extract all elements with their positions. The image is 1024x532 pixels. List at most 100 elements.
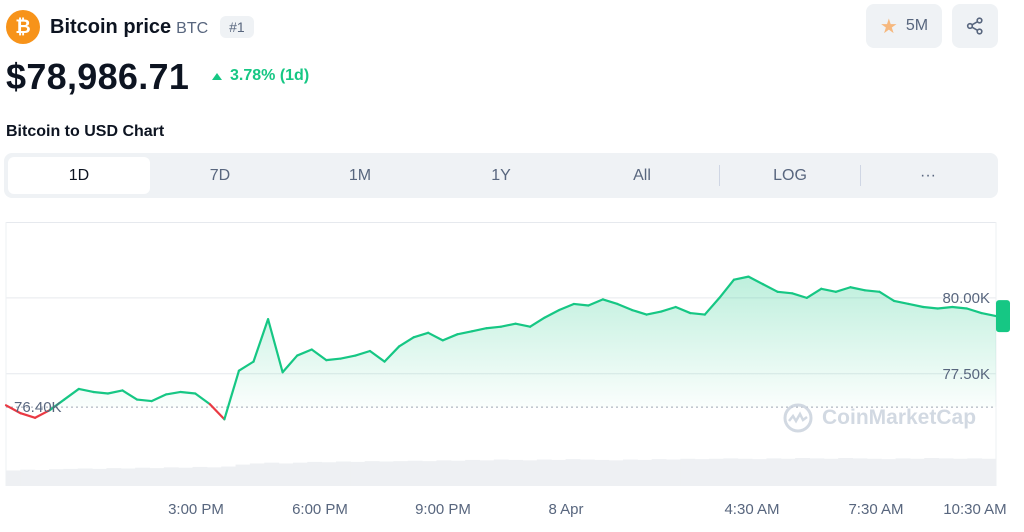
volume-bar (235, 464, 251, 486)
x-tick-label: 4:30 AM (724, 501, 779, 518)
tab-all[interactable]: All (633, 166, 651, 184)
price-chart[interactable]: 80.00K 77.50K 76.40K 3:00 PM 6:00 PM 9:00 PM 8… (0, 222, 1024, 532)
volume-bar (881, 459, 897, 486)
price-line-segment (791, 292, 808, 299)
volume-bar (321, 462, 337, 486)
price-line-segment (368, 349, 386, 363)
price-line-segment (34, 409, 51, 419)
x-tick-label: 3:00 PM (168, 501, 224, 518)
price-line-segment (427, 331, 444, 342)
price-line-segment (339, 354, 357, 360)
price-line-segment (383, 345, 401, 363)
price-line-segment (77, 387, 95, 394)
watchlist-button[interactable]: ★ 5M (866, 4, 942, 48)
chart-title: Bitcoin to USD Chart (6, 123, 165, 140)
volume-bar (981, 458, 997, 486)
watchlist-count: 5M (905, 17, 929, 34)
price-line-segment (150, 393, 168, 403)
tab-divider (860, 165, 861, 186)
volume-bar (149, 468, 165, 486)
price-line-segment (19, 412, 37, 419)
share-icon (966, 17, 983, 35)
price-line-segment (703, 296, 721, 316)
price-line-segment (499, 322, 517, 328)
volume-bar (924, 458, 940, 486)
tab-1m[interactable]: 1M (348, 166, 372, 184)
price-line-segment (820, 287, 837, 293)
volume-bar (622, 459, 638, 486)
volume-bar (6, 470, 21, 486)
price-line-segment (106, 389, 124, 395)
share-button[interactable] (952, 4, 998, 48)
volume-bar (493, 459, 509, 486)
volume-bar (780, 458, 796, 486)
star-icon: ★ (879, 15, 898, 38)
volume-bar (307, 461, 323, 486)
volume-bar (795, 458, 810, 486)
volume-bar (838, 458, 854, 486)
price-line-segment (456, 330, 473, 336)
price-line-segment (237, 360, 255, 372)
volume-bar (737, 458, 753, 486)
volume-bar (752, 459, 767, 486)
price-line-segment (616, 302, 634, 312)
current-price-marker (996, 300, 1010, 333)
price-line-segment (630, 308, 648, 316)
volume-bar (895, 458, 911, 486)
price-line-segment (325, 357, 342, 362)
price-line-segment (179, 390, 197, 395)
price-line-segment (441, 333, 459, 342)
price-change: 3.78% (1d) (212, 67, 309, 85)
tab-1y[interactable]: 1Y (491, 166, 511, 184)
coin-symbol: BTC (176, 19, 209, 37)
price-line-segment (805, 287, 823, 299)
price-line-segment (892, 299, 910, 306)
y-tick-label: 80.00K (942, 290, 990, 307)
x-tick-label: 6:00 PM (292, 501, 348, 518)
volume-bar (579, 459, 595, 486)
volume-bar (77, 468, 93, 486)
more-options-button[interactable]: ··· (920, 166, 936, 184)
volume-bar (34, 470, 50, 486)
volume-bar (536, 459, 552, 486)
price-line-segment (310, 348, 328, 362)
price-line-segment (601, 298, 619, 306)
tab-1d[interactable]: 1D (8, 157, 150, 194)
price-line-segment (470, 327, 488, 333)
price-line-segment (878, 290, 896, 303)
price-line-segment (732, 275, 750, 281)
tab-log[interactable]: LOG (773, 166, 807, 184)
price-line-segment (863, 289, 881, 293)
coinmarketcap-watermark: CoinMarketCap (782, 402, 976, 434)
price-line-segment (266, 318, 284, 374)
price-line-segment (354, 349, 372, 357)
volume-bar (264, 462, 280, 486)
volume-bar (135, 467, 150, 486)
price-line-segment (223, 369, 241, 421)
price-line-segment (48, 398, 66, 412)
price-line-segment (936, 305, 954, 310)
price-line-segment (572, 302, 590, 307)
volume-bar (866, 458, 882, 486)
price-line-segment (674, 305, 692, 315)
price-line-segment (951, 305, 968, 310)
volume-bar (393, 461, 409, 486)
volume-bar (551, 459, 567, 486)
x-tick-label: 10:30 AM (943, 501, 1006, 518)
price-line-segment (776, 290, 794, 295)
rank-badge: #1 (220, 16, 254, 38)
price-line-segment (907, 302, 925, 309)
volume-bar (637, 459, 653, 486)
price-line-segment (252, 318, 270, 363)
volume-bar (336, 461, 351, 486)
volume-bar (651, 459, 667, 486)
volume-bar (852, 458, 868, 486)
volume-bar (522, 460, 538, 486)
volume-bar (594, 459, 610, 486)
volume-bar (608, 460, 624, 486)
tab-divider (719, 165, 720, 186)
tab-7d[interactable]: 7D (209, 166, 231, 184)
volume-bar (120, 468, 136, 486)
volume-bar (63, 468, 79, 486)
volume-bar (379, 461, 394, 486)
